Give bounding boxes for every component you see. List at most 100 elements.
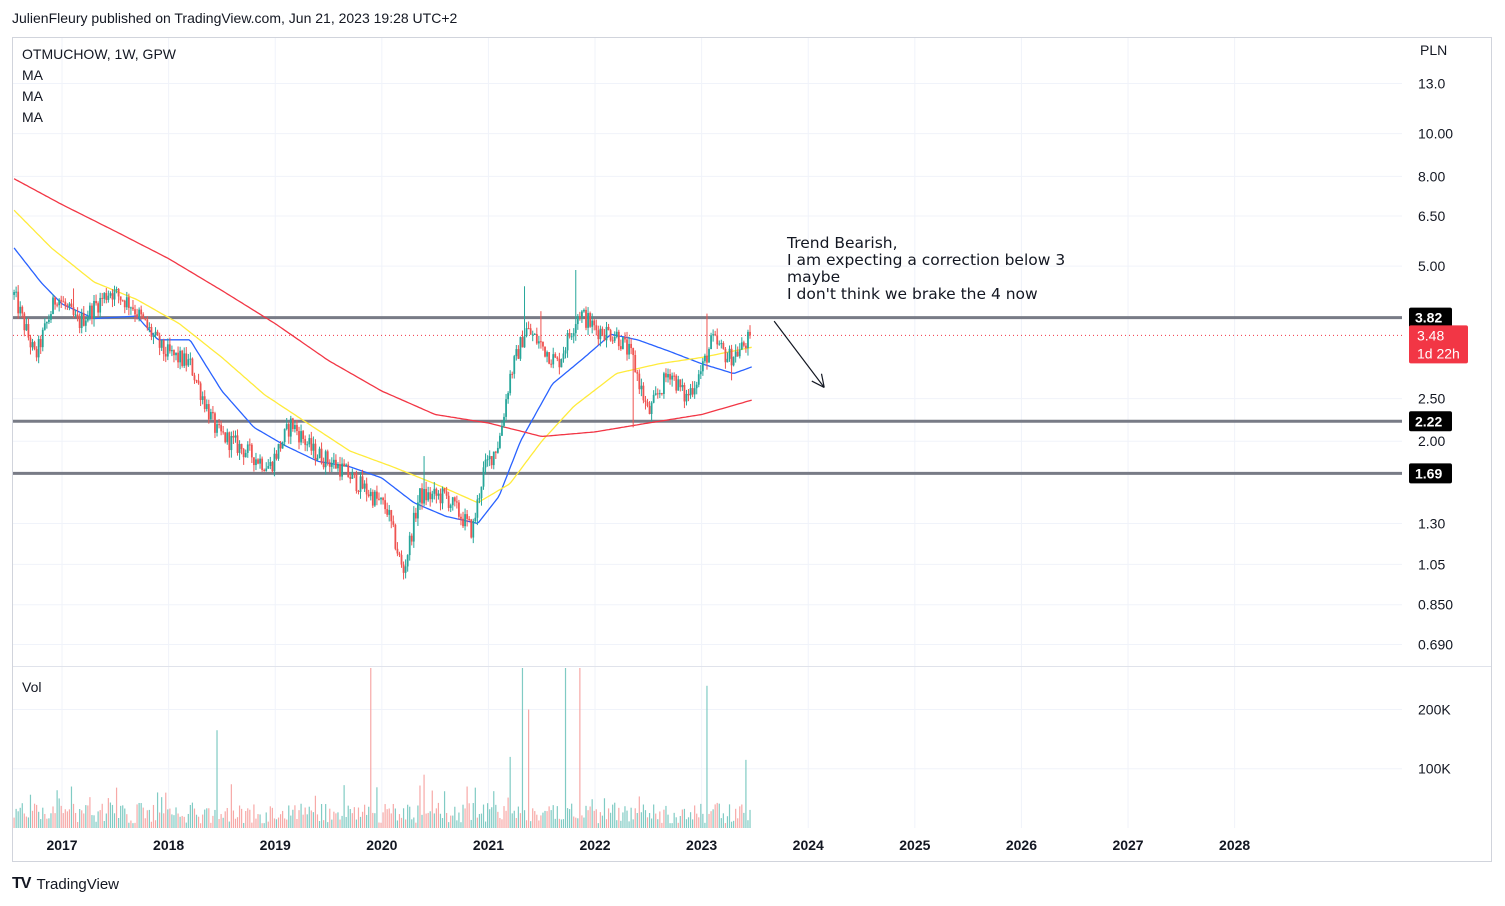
candle-body: [650, 402, 653, 414]
volume-bar: [630, 807, 632, 828]
volume-bar: [142, 807, 144, 828]
volume-bar: [601, 815, 604, 828]
candle-body: [683, 385, 686, 402]
chart-annotation[interactable]: Trend Bearish, I am expecting a correcti…: [787, 235, 1065, 303]
candle-body: [445, 491, 448, 496]
volume-bar: [220, 814, 222, 828]
volume-bar: [474, 787, 476, 828]
candle-body: [540, 341, 542, 343]
candle-body: [566, 333, 569, 351]
volume-bar: [214, 809, 216, 828]
chart-frame[interactable]: [12, 37, 1492, 862]
volume-bar: [482, 804, 485, 828]
candle-body: [298, 431, 300, 443]
candle-body: [460, 516, 462, 519]
candle-body: [197, 380, 200, 384]
ma-indicator-3[interactable]: MA: [22, 109, 43, 125]
volume-bar: [236, 817, 239, 828]
candle-body: [31, 342, 34, 348]
volume-bar: [468, 803, 470, 828]
candle-body: [687, 393, 690, 396]
volume-bar: [394, 808, 396, 828]
candle-body: [119, 296, 122, 301]
candle-body: [300, 431, 302, 443]
volume-bar: [616, 820, 618, 828]
candle-body: [435, 488, 438, 496]
candle-body: [447, 495, 450, 508]
volume-bar: [79, 808, 81, 828]
volume-bar: [427, 812, 429, 828]
volume-bar: [704, 822, 706, 828]
volume-bar: [470, 819, 472, 828]
candle-body: [747, 331, 749, 349]
volume-bar: [308, 806, 310, 828]
candle-body: [644, 400, 647, 403]
volume-label[interactable]: Vol: [22, 679, 42, 695]
volume-bar: [696, 813, 698, 828]
candle-body: [570, 336, 573, 338]
volume-bar: [372, 812, 374, 828]
volume-bar: [163, 813, 165, 828]
volume-bar: [175, 807, 177, 828]
candle-body: [458, 502, 460, 517]
candle-body: [642, 385, 645, 401]
candle-body: [486, 459, 489, 461]
volume-bar: [618, 807, 620, 828]
volume-bar: [651, 818, 653, 828]
volume-bar: [44, 813, 46, 828]
volume-bar: [339, 819, 341, 828]
candle-body: [667, 374, 669, 378]
volume-bar: [730, 821, 733, 828]
candle-body: [736, 351, 739, 357]
candle-body: [595, 325, 598, 331]
candle-body: [484, 459, 487, 468]
volume-bar: [312, 812, 314, 828]
candle-body: [216, 424, 218, 433]
volume-bar: [460, 822, 462, 828]
price-tags: 3.82 2.22 1.69 3.48 1d 22h: [1409, 307, 1468, 484]
volume-bar: [489, 809, 491, 828]
ma-indicator-2[interactable]: MA: [22, 88, 43, 104]
volume-bar: [19, 807, 21, 828]
volume-bar: [720, 818, 722, 828]
volume-bar: [437, 802, 440, 828]
candle-body: [203, 396, 206, 409]
volume-bar: [446, 812, 448, 828]
volume-bar: [476, 817, 478, 828]
candle-body: [581, 311, 583, 318]
price-tick-label: 1.30: [1418, 516, 1445, 532]
volume-bar: [89, 797, 91, 828]
symbol-label[interactable]: OTMUCHOW, 1W, GPW: [22, 46, 176, 62]
candle-body: [517, 349, 520, 359]
candle-body: [279, 443, 282, 449]
volume-bar: [23, 813, 25, 828]
volume-bar: [480, 813, 483, 828]
candle-body: [62, 301, 65, 303]
candle-body: [423, 488, 425, 504]
volume-bar: [575, 817, 577, 828]
candle-body: [318, 448, 321, 458]
annotation-line: maybe: [787, 268, 841, 286]
volume-bar: [99, 810, 101, 828]
candle-body: [101, 297, 104, 299]
volume-bar: [347, 805, 349, 828]
candle-body: [136, 314, 138, 318]
candle-body: [238, 443, 241, 453]
level-price-tag: [1409, 307, 1452, 328]
volume-bar: [115, 787, 118, 828]
volume-bar: [109, 802, 112, 828]
volume-bar: [351, 813, 353, 828]
volume-bar: [577, 818, 579, 828]
volume-bar: [542, 812, 544, 828]
candle-body: [160, 340, 163, 348]
candle-body: [708, 349, 710, 363]
volume-bar: [382, 812, 384, 828]
ma-indicator-1[interactable]: MA: [22, 67, 43, 83]
candle-body: [513, 356, 516, 374]
volume-bar: [50, 813, 52, 828]
candle-body: [406, 555, 409, 567]
volume-bar: [167, 809, 169, 828]
volume-bar: [443, 791, 446, 828]
volume-bar: [505, 810, 507, 828]
